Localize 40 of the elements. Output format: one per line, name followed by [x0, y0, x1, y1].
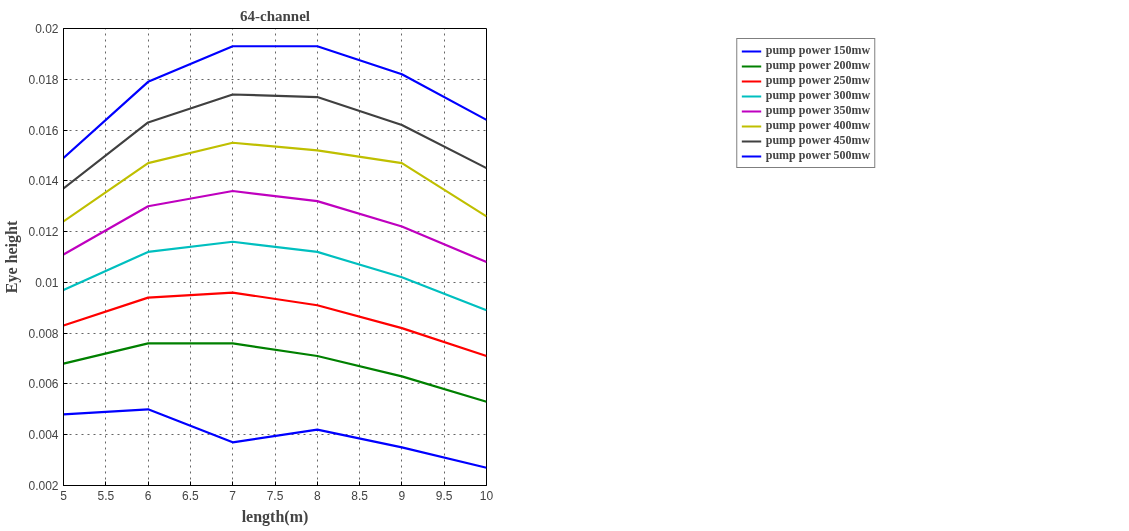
line-series [63, 141, 487, 223]
y-tick-label: 0.002 [28, 479, 59, 493]
line-series [63, 408, 487, 469]
legend-label: pump power 250mw [765, 73, 871, 88]
x-tick-label: 6.5 [182, 488, 200, 503]
legend-label: pump power 150mw [765, 43, 871, 58]
legend-label: pump power 500mw [765, 148, 871, 163]
y-tick-label: 0.01 [35, 275, 59, 290]
legend-label: pump power 450mw [765, 133, 871, 148]
chart-title: 64-channel [240, 7, 311, 24]
legend-label: pump power 200mw [765, 58, 871, 73]
y-tick-label: 0.012 [28, 225, 59, 240]
x-tick-label: 9.5 [435, 488, 453, 503]
x-tick-label: 5.5 [97, 488, 115, 503]
line-series [63, 240, 487, 312]
x-tick-label: 9 [398, 488, 406, 503]
x-tick-label: 5 [60, 488, 68, 503]
legend-label: pump power 300mw [765, 88, 871, 103]
y-tick-label: 0.018 [28, 72, 59, 87]
line-series [63, 189, 487, 264]
y-tick-label: 0.006 [28, 377, 59, 392]
x-tick-label: 6 [144, 488, 152, 503]
x-tick-label: 7 [229, 488, 237, 503]
line-series [63, 45, 487, 160]
x-tick-label: 7.5 [266, 488, 284, 503]
x-axis-title: length(m) [241, 507, 309, 526]
x-tick-label: 8 [313, 488, 321, 503]
legend-label: pump power 350mw [765, 103, 871, 118]
line-series [63, 93, 487, 190]
y-tick-label: 0.014 [28, 174, 59, 189]
y-tick-label: 0.008 [28, 326, 59, 341]
y-tick-label: 0.004 [28, 428, 59, 443]
legend-label: pump power 400mw [765, 118, 871, 133]
y-tick-label: 0.016 [28, 123, 59, 138]
line-series [63, 342, 487, 403]
y-tick-label: 0.02 [35, 22, 59, 36]
x-tick-label: 8.5 [351, 488, 369, 503]
y-axis-title: Eye height [3, 220, 22, 294]
x-tick-label: 10 [479, 488, 494, 503]
line-series [63, 291, 487, 358]
